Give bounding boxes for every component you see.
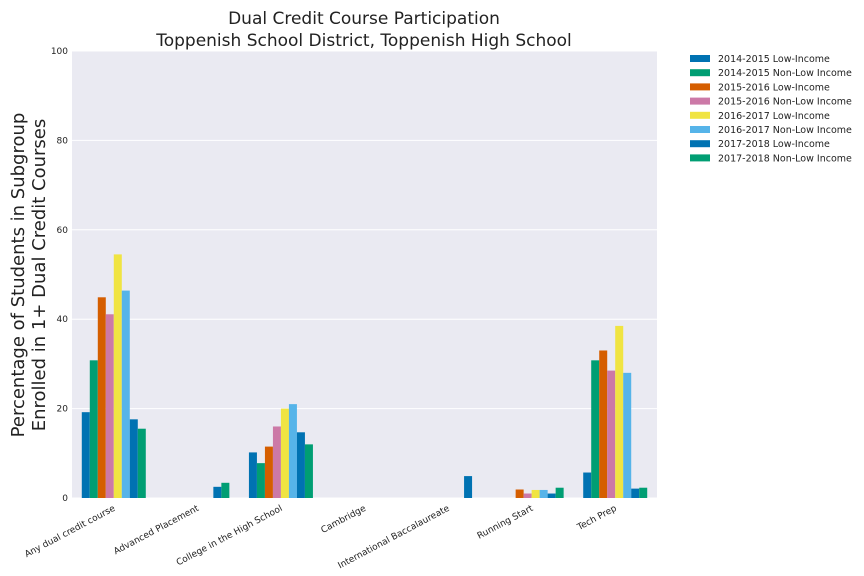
legend-label: 2017-2018 Non-Low Income <box>718 153 852 164</box>
bars <box>81 254 648 498</box>
bar <box>304 444 313 498</box>
bar <box>639 487 648 498</box>
y-ticks: 0 20 40 60 80 100 <box>51 47 68 504</box>
bar <box>539 489 548 498</box>
y-tick-label: 60 <box>57 226 69 236</box>
y-tick-label: 40 <box>57 315 69 325</box>
bar <box>607 370 616 498</box>
legend-label: 2015-2016 Non-Low Income <box>718 97 852 108</box>
bar <box>623 372 632 498</box>
bar <box>221 482 230 498</box>
bar <box>213 486 222 498</box>
legend-swatch <box>690 69 710 77</box>
bar <box>515 489 524 498</box>
legend-entry: 2015-2016 Non-Low Income <box>690 97 852 108</box>
chart-title-line-1: Dual Credit Course Participation <box>228 9 500 29</box>
x-tick-label: Any dual credit course <box>23 504 117 560</box>
legend-entry: 2016-2017 Low-Income <box>690 111 830 122</box>
bar <box>531 489 540 498</box>
x-tick-label: Cambridge <box>320 504 369 536</box>
x-tick-label: Running Start <box>476 504 536 542</box>
legend-entry: 2015-2016 Low-Income <box>690 82 830 93</box>
bar <box>555 487 564 498</box>
bar <box>523 493 532 498</box>
legend-swatch <box>690 55 710 62</box>
y-tick-label: 80 <box>57 136 69 146</box>
bar <box>105 314 114 498</box>
bar <box>615 325 624 498</box>
bar <box>591 360 600 498</box>
legend-swatch <box>690 111 710 119</box>
plot-background <box>72 51 657 498</box>
bar <box>599 350 608 498</box>
legend-swatch <box>690 97 710 105</box>
legend-swatch <box>690 140 710 148</box>
legend-entry: 2014-2015 Non-Low Income <box>690 68 852 79</box>
legend: 2014-2015 Low-Income 2014-2015 Non-Low In… <box>690 54 852 164</box>
bar <box>121 290 130 498</box>
bar <box>583 472 592 498</box>
legend-entry: 2017-2018 Low-Income <box>690 139 830 150</box>
bar <box>97 297 106 498</box>
bar <box>264 446 273 498</box>
y-tick-label: 100 <box>51 47 68 57</box>
bar <box>547 493 556 498</box>
y-tick-label: 20 <box>57 405 69 415</box>
bar <box>288 404 297 498</box>
legend-swatch <box>690 126 710 133</box>
legend-label: 2016-2017 Non-Low Income <box>718 125 852 136</box>
legend-label: 2016-2017 Low-Income <box>718 111 830 122</box>
legend-label: 2017-2018 Low-Income <box>718 139 830 150</box>
bar <box>113 254 122 498</box>
y-axis-label: Percentage of Students in Subgroup Enrol… <box>8 113 50 438</box>
legend-label: 2014-2015 Low-Income <box>718 54 830 65</box>
bar <box>272 426 281 498</box>
bar <box>631 488 640 498</box>
legend-label: 2014-2015 Non-Low Income <box>718 68 852 79</box>
legend-entry: 2017-2018 Non-Low Income <box>690 153 852 164</box>
chart-title-line-2: Toppenish School District, Toppenish Hig… <box>155 31 572 51</box>
y-tick-label: 0 <box>62 494 68 504</box>
bar <box>137 428 146 498</box>
y-axis-label-line-2: Enrolled in 1+ Dual Credit Courses <box>29 119 50 432</box>
x-tick-label: Advanced Placement <box>112 504 201 558</box>
bar <box>256 463 265 498</box>
y-axis-label-line-1: Percentage of Students in Subgroup <box>8 113 29 438</box>
bar <box>296 432 305 498</box>
x-tick-label: Tech Prep <box>575 504 619 534</box>
legend-swatch <box>690 83 710 91</box>
bar <box>248 452 257 498</box>
legend-swatch <box>690 154 710 162</box>
legend-entry: 2016-2017 Non-Low Income <box>690 125 852 136</box>
bar <box>464 476 473 498</box>
bar <box>129 419 138 498</box>
bar <box>89 360 98 498</box>
bar <box>280 408 289 498</box>
bar <box>81 412 90 498</box>
legend-label: 2015-2016 Low-Income <box>718 82 830 93</box>
legend-entry: 2014-2015 Low-Income <box>690 54 830 65</box>
